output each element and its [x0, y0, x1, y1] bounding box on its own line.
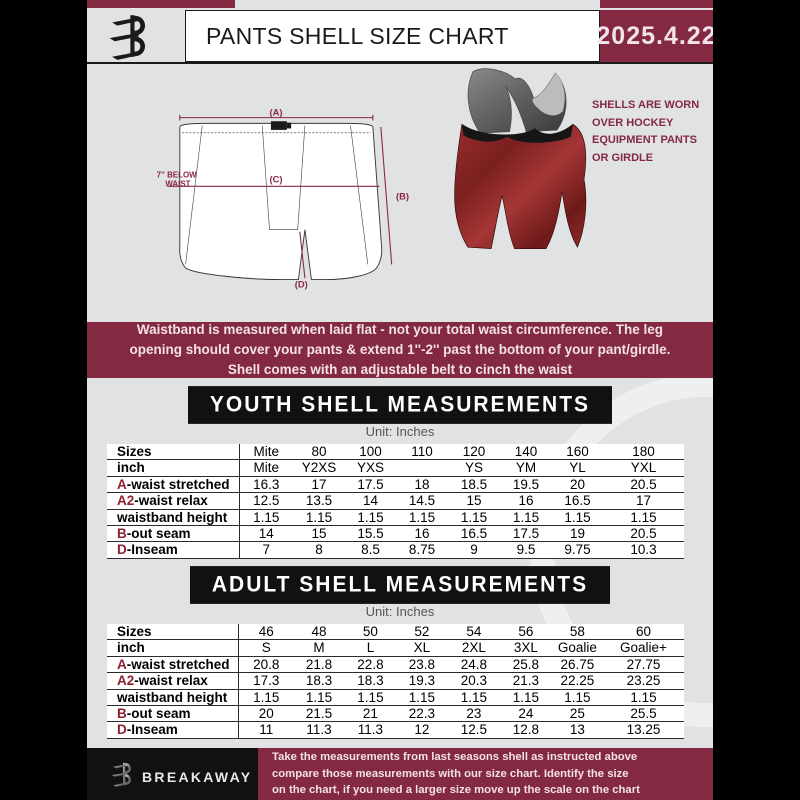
svg-text:(C): (C) — [269, 174, 282, 185]
svg-text:WAIST: WAIST — [165, 179, 190, 188]
svg-text:(A): (A) — [269, 106, 282, 117]
svg-text:(D): (D) — [295, 279, 308, 290]
svg-text:7'' BELOW: 7'' BELOW — [157, 171, 197, 180]
svg-text:(B): (B) — [396, 190, 409, 201]
